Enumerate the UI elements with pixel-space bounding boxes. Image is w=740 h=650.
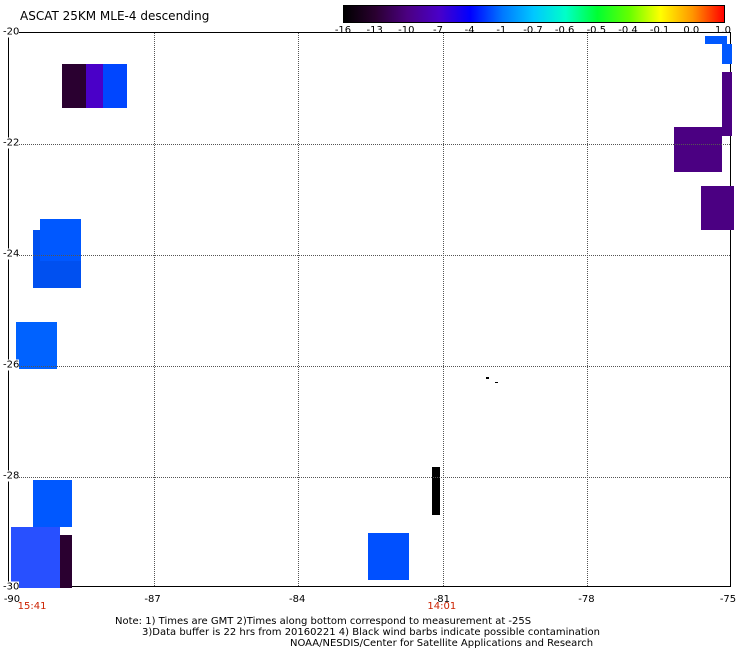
data-cell xyxy=(674,127,723,172)
data-cell xyxy=(102,63,128,108)
data-cell xyxy=(16,321,58,369)
time-label: 15:41 xyxy=(17,601,47,612)
note-line-2: 3)Data buffer is 22 hrs from 20160221 4)… xyxy=(142,627,600,638)
colorbar-tick-label: -0.6 xyxy=(553,25,576,36)
note-line-1: Note: 1) Times are GMT 2)Times along bot… xyxy=(115,616,532,627)
colorbar-tick-label: -10 xyxy=(397,25,416,36)
grid-line-horizontal xyxy=(9,477,730,478)
colorbar-tick-label: 0.0 xyxy=(682,25,701,36)
grid-line-horizontal xyxy=(9,366,730,367)
colorbar-tick-label: -13 xyxy=(365,25,384,36)
y-tick-label: -22 xyxy=(3,137,20,149)
colorbar xyxy=(343,5,725,23)
grid-line-vertical xyxy=(153,33,155,586)
data-cell xyxy=(722,71,732,136)
wind-barb-mark xyxy=(432,467,440,515)
colorbar-tick-label: -7 xyxy=(432,25,444,36)
colorbar-tick-label: -4 xyxy=(463,25,476,36)
colorbar-tick-label: -16 xyxy=(333,25,353,36)
colorbar-tick-label: -1 xyxy=(495,25,508,36)
data-cell xyxy=(700,185,735,231)
colorbar-tick-label: -0.7 xyxy=(522,25,544,36)
data-cell xyxy=(86,63,103,108)
grid-line-vertical xyxy=(298,33,300,586)
y-tick-label: -26 xyxy=(3,359,20,371)
x-tick-label: -78 xyxy=(578,594,595,605)
data-cell xyxy=(368,532,410,580)
colorbar-tick-label: 1.0 xyxy=(714,25,732,36)
data-cell xyxy=(11,526,60,588)
map-plot-area xyxy=(8,32,735,588)
time-label: 14:01 xyxy=(427,601,457,612)
grid-line-horizontal xyxy=(9,255,730,256)
wind-barb-mark xyxy=(486,377,489,379)
map-title: ASCAT 25KM MLE-4 descending xyxy=(20,9,210,23)
y-tick-label: -20 xyxy=(3,26,20,38)
wind-barb-mark xyxy=(495,382,498,383)
colorbar-tick-label: -0.5 xyxy=(585,25,608,36)
x-tick-label: -81 xyxy=(433,594,450,605)
data-cell xyxy=(33,479,72,527)
data-cell xyxy=(705,35,728,45)
grid-line-horizontal xyxy=(9,144,730,145)
grid-line-vertical xyxy=(587,33,589,586)
y-tick-label: -30 xyxy=(3,581,20,593)
data-cell xyxy=(62,63,87,108)
data-cell xyxy=(722,44,732,64)
x-tick-label: -90 xyxy=(3,594,21,605)
x-tick-label: -75 xyxy=(719,594,737,605)
y-tick-label: -24 xyxy=(3,248,20,260)
x-tick-label: -84 xyxy=(289,594,306,605)
x-tick-label: -87 xyxy=(144,594,161,605)
note-line-3: NOAA/NESDIS/Center for Satellite Applica… xyxy=(290,638,594,649)
grid-line-vertical xyxy=(442,33,444,586)
y-tick-label: -28 xyxy=(3,470,20,482)
data-cell xyxy=(40,218,82,261)
colorbar-tick-label: -0.4 xyxy=(617,25,639,36)
colorbar-tick-label: -0.1 xyxy=(648,25,671,36)
